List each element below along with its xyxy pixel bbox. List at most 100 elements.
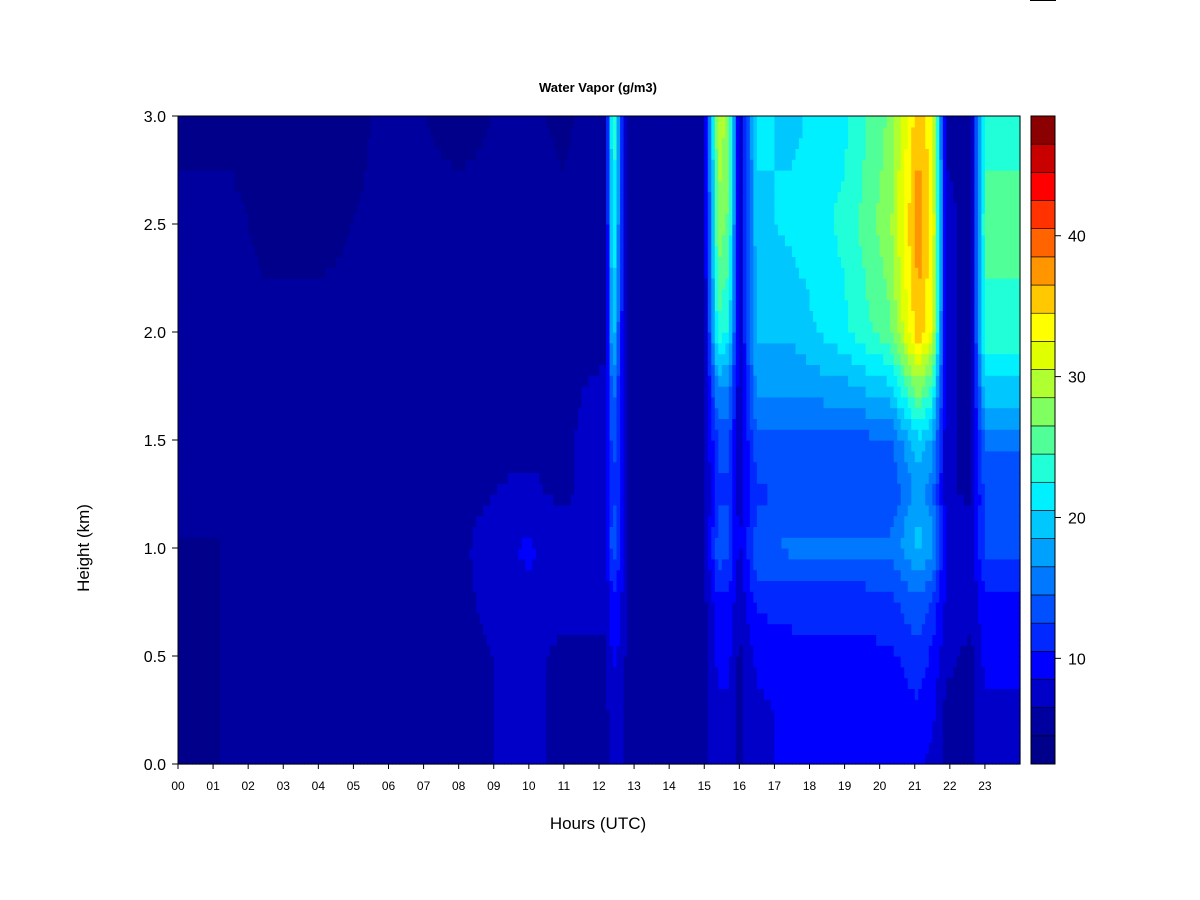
heatmap-cell [195, 731, 200, 743]
heatmap-cell [711, 710, 716, 722]
heatmap-cell [455, 548, 460, 560]
heatmap-cell [718, 612, 723, 625]
heatmap-cell [370, 710, 376, 722]
heatmap-cell [539, 666, 544, 679]
heatmap-cell [511, 548, 516, 560]
heatmap-cell [869, 634, 874, 646]
heatmap-cell [900, 580, 905, 592]
heatmap-cell [255, 537, 260, 549]
heatmap-cell [942, 558, 947, 571]
heatmap-cell [946, 720, 951, 733]
heatmap-cell [237, 688, 242, 700]
heatmap-cell [321, 558, 326, 571]
heatmap-cell [462, 720, 467, 733]
heatmap-cell [241, 666, 246, 679]
heatmap-cell [641, 666, 646, 679]
heatmap-cell [813, 656, 818, 668]
heatmap-cell [928, 548, 933, 560]
heatmap-cell [707, 656, 712, 668]
heatmap-cell [988, 688, 993, 700]
heatmap-cell [644, 731, 649, 743]
heatmap-cell [199, 677, 204, 689]
heatmap-cell [630, 656, 635, 668]
heatmap-cell [907, 612, 912, 625]
heatmap-cell [377, 742, 383, 754]
heatmap-cell [707, 569, 712, 581]
heatmap-cell [911, 656, 916, 668]
heatmap-cell [556, 548, 562, 560]
heatmap-cell [991, 569, 997, 581]
heatmap-cell [479, 623, 484, 635]
heatmap-cell [669, 656, 674, 668]
heatmap-cell [658, 591, 663, 603]
heatmap-cell [749, 634, 754, 646]
heatmap-cell [711, 591, 716, 603]
heatmap-cell [791, 558, 797, 571]
heatmap-cell [911, 688, 916, 700]
heatmap-cell [900, 666, 905, 679]
heatmap-cell [718, 558, 723, 571]
heatmap-cell [476, 666, 481, 679]
heatmap-cell [304, 753, 309, 765]
heatmap-cell [451, 645, 456, 657]
heatmap-cell [977, 645, 983, 657]
heatmap-cell [746, 623, 751, 635]
heatmap-cell [984, 666, 990, 679]
heatmap-cell [855, 634, 860, 646]
heatmap-cell [890, 742, 895, 754]
heatmap-cell [900, 731, 905, 743]
heatmap-cell [988, 548, 993, 560]
heatmap-cell [202, 537, 207, 549]
heatmap-cell [553, 677, 558, 689]
heatmap-cell [311, 742, 316, 754]
heatmap-cell [998, 731, 1004, 743]
heatmap-cell [827, 753, 832, 765]
heatmap-cell [342, 602, 347, 614]
heatmap-cell [960, 742, 965, 754]
heatmap-cell [904, 569, 909, 581]
heatmap-cell [427, 742, 432, 754]
heatmap-cell [469, 548, 474, 560]
heatmap-cell [377, 710, 383, 722]
heatmap-cell [251, 612, 256, 625]
heatmap-cell [535, 720, 540, 733]
heatmap-cell [370, 688, 376, 700]
heatmap-cell [178, 710, 183, 722]
heatmap-cell [402, 699, 407, 711]
heatmap-cell [690, 537, 695, 549]
heatmap-cell [237, 753, 242, 765]
heatmap-cell [998, 602, 1004, 614]
heatmap-cell [960, 677, 965, 689]
heatmap-cell [879, 558, 884, 571]
heatmap-cell [760, 537, 765, 549]
heatmap-cell [816, 537, 821, 549]
heatmap-cell [535, 710, 540, 722]
heatmap-cell [809, 656, 814, 668]
heatmap-cell [848, 569, 853, 581]
heatmap-cell [609, 688, 614, 700]
heatmap-cell [714, 591, 719, 603]
heatmap-cell [728, 623, 733, 635]
heatmap-cell [602, 623, 607, 635]
heatmap-cell [777, 645, 783, 657]
heatmap-cell [939, 569, 944, 581]
heatmap-cell [735, 677, 740, 689]
heatmap-cell [897, 742, 902, 754]
heatmap-cell [276, 699, 281, 711]
heatmap-cell [991, 720, 997, 733]
heatmap-cell [795, 634, 800, 646]
heatmap-cell [658, 720, 663, 733]
heatmap-cell [844, 645, 849, 657]
heatmap-cell [911, 591, 916, 603]
heatmap-cell [725, 623, 730, 635]
heatmap-cell [977, 753, 983, 765]
heatmap-cell [458, 645, 463, 657]
heatmap-cell [1009, 602, 1014, 614]
heatmap-cell [662, 602, 667, 614]
heatmap-cell [658, 688, 663, 700]
heatmap-cell [307, 699, 312, 711]
heatmap-cell [483, 731, 488, 743]
heatmap-cell [584, 602, 590, 614]
heatmap-cell [335, 591, 340, 603]
heatmap-cell [651, 548, 656, 560]
